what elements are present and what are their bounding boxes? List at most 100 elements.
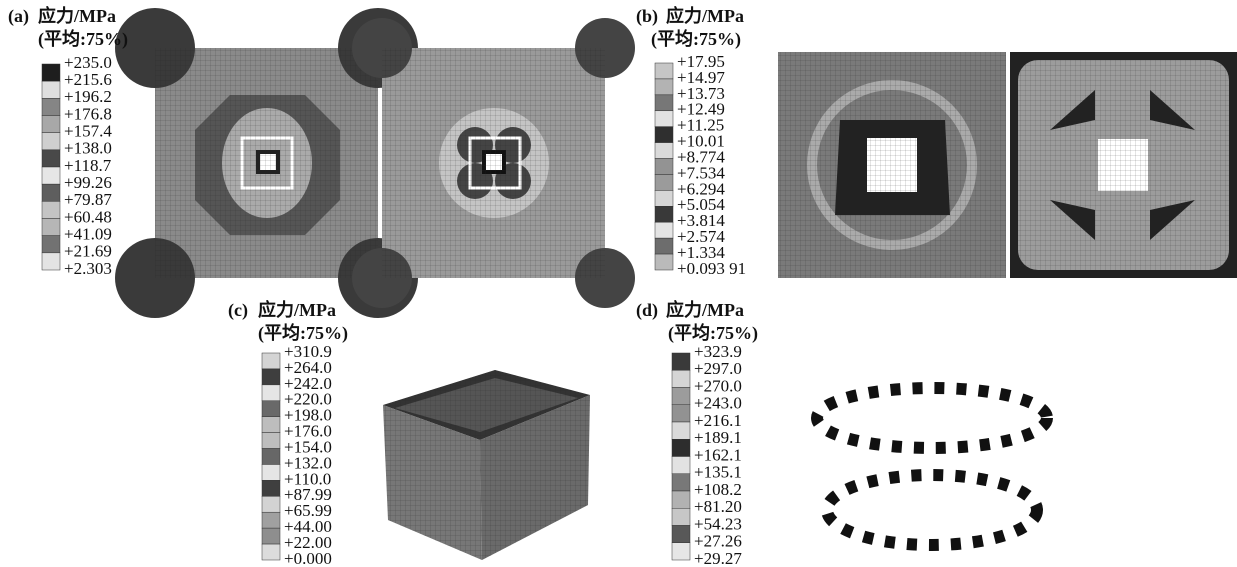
- legend-swatch: [654, 78, 674, 96]
- legend-label: +0.000: [284, 549, 332, 567]
- legend-label: +5.054: [677, 195, 725, 214]
- legend-swatch: [41, 235, 61, 254]
- legend-swatch: [671, 370, 691, 388]
- legend-label: +7.534: [677, 163, 725, 182]
- legend-title: 应力/MPa: [38, 5, 116, 26]
- legend-label: +22.00: [284, 533, 332, 552]
- legend-swatch: [261, 496, 281, 513]
- legend-label: +10.01: [677, 132, 725, 151]
- legend-subtitle: (平均:75%): [38, 28, 128, 50]
- legend-swatch: [671, 404, 691, 423]
- legend-swatch: [261, 368, 281, 386]
- contour-plot: [1010, 52, 1237, 278]
- legend-swatch: [261, 511, 281, 529]
- legend-label: +189.1: [694, 428, 742, 447]
- legend-swatch: [261, 527, 281, 545]
- legend-label: +41.09: [64, 225, 112, 244]
- legend-label: +11.25: [677, 116, 724, 135]
- legend-label: +6.294: [677, 179, 725, 198]
- ring-model: [811, 382, 1053, 551]
- legend-label: +198.0: [284, 406, 332, 425]
- legend-label: +65.99: [284, 501, 332, 520]
- legend-label: +162.1: [694, 445, 742, 464]
- legend-swatch: [671, 542, 691, 561]
- panel-label: (b): [636, 6, 658, 27]
- legend-label: +0.093 91: [677, 259, 746, 278]
- legend-swatch: [671, 525, 691, 543]
- legend-label: +264.0: [284, 358, 332, 377]
- legend-swatch: [41, 115, 61, 133]
- legend-subtitle: (平均:75%): [668, 322, 758, 344]
- legend-label: +13.73: [677, 84, 725, 103]
- legend-swatch: [671, 473, 691, 492]
- legend-label: +138.0: [64, 139, 112, 158]
- legend-label: +270.0: [694, 376, 742, 395]
- legend-label: +216.1: [694, 411, 742, 430]
- legend-title: 应力/MPa: [666, 5, 744, 26]
- panel-label: (d): [636, 300, 658, 321]
- legend-label: +118.7: [64, 156, 112, 175]
- legend-swatch: [671, 421, 691, 440]
- contour-plot: [115, 8, 418, 318]
- legend-swatch: [41, 63, 61, 82]
- legend-label: +79.87: [64, 190, 112, 209]
- legend-label: +2.303: [64, 259, 112, 278]
- legend-swatch: [654, 126, 674, 143]
- legend-swatch: [261, 448, 281, 465]
- legend-label: +44.00: [284, 517, 332, 536]
- legend-swatch: [671, 490, 691, 509]
- legend-label: +81.20: [694, 497, 742, 516]
- legend-label: +110.0: [284, 469, 331, 488]
- legend-swatch: [41, 132, 61, 151]
- legend-swatch: [41, 98, 61, 116]
- legend-swatch: [654, 62, 674, 80]
- legend-swatch: [654, 158, 674, 175]
- legend-label: +99.26: [64, 173, 112, 192]
- legend-label: +29.27: [694, 549, 742, 567]
- legend-label: +87.99: [284, 485, 332, 504]
- legend-label: +27.26: [694, 532, 742, 551]
- legend-label: +176.0: [284, 422, 332, 441]
- legend-swatch: [261, 352, 281, 370]
- legend-title: 应力/MPa: [666, 299, 744, 320]
- box-model: [383, 370, 590, 560]
- legend-swatch: [261, 543, 281, 561]
- legend-label: +14.97: [677, 68, 725, 87]
- legend-swatch: [261, 432, 281, 449]
- legend-label: +235.0: [64, 53, 112, 72]
- legend-swatch: [41, 218, 61, 236]
- legend-label: +196.2: [64, 87, 112, 106]
- legend-label: +323.9: [694, 342, 742, 361]
- legend-swatch: [654, 174, 674, 191]
- legend-swatch: [654, 221, 674, 239]
- legend-label: +54.23: [694, 514, 742, 533]
- legend-swatch: [654, 206, 674, 223]
- legend-label: +2.574: [677, 227, 725, 246]
- legend-swatch: [671, 352, 691, 371]
- legend-label: +243.0: [694, 394, 742, 413]
- legend-label: +157.4: [64, 122, 112, 141]
- legend-swatch: [654, 110, 674, 127]
- legend-label: +215.6: [64, 70, 112, 89]
- legend-label: +220.0: [284, 390, 332, 409]
- legend-swatch: [261, 480, 281, 497]
- legend-swatch: [41, 252, 61, 271]
- legend-title: 应力/MPa: [258, 299, 336, 320]
- panel-label: (a): [8, 6, 29, 27]
- legend-swatch: [261, 416, 281, 433]
- legend-swatch: [671, 439, 691, 457]
- legend-label: +3.814: [677, 211, 725, 230]
- legend-label: +21.69: [64, 242, 112, 261]
- legend-swatch: [654, 190, 674, 207]
- legend-subtitle: (平均:75%): [258, 322, 348, 344]
- legend-swatch: [261, 400, 281, 417]
- legend-label: +1.334: [677, 243, 725, 262]
- panel-label: (c): [228, 300, 248, 321]
- legend-swatch: [654, 253, 674, 271]
- legend-label: +242.0: [284, 374, 332, 393]
- legend-label: +12.49: [677, 100, 725, 119]
- legend-swatch: [41, 149, 61, 168]
- legend-swatch: [261, 384, 281, 402]
- legend-swatch: [261, 464, 281, 481]
